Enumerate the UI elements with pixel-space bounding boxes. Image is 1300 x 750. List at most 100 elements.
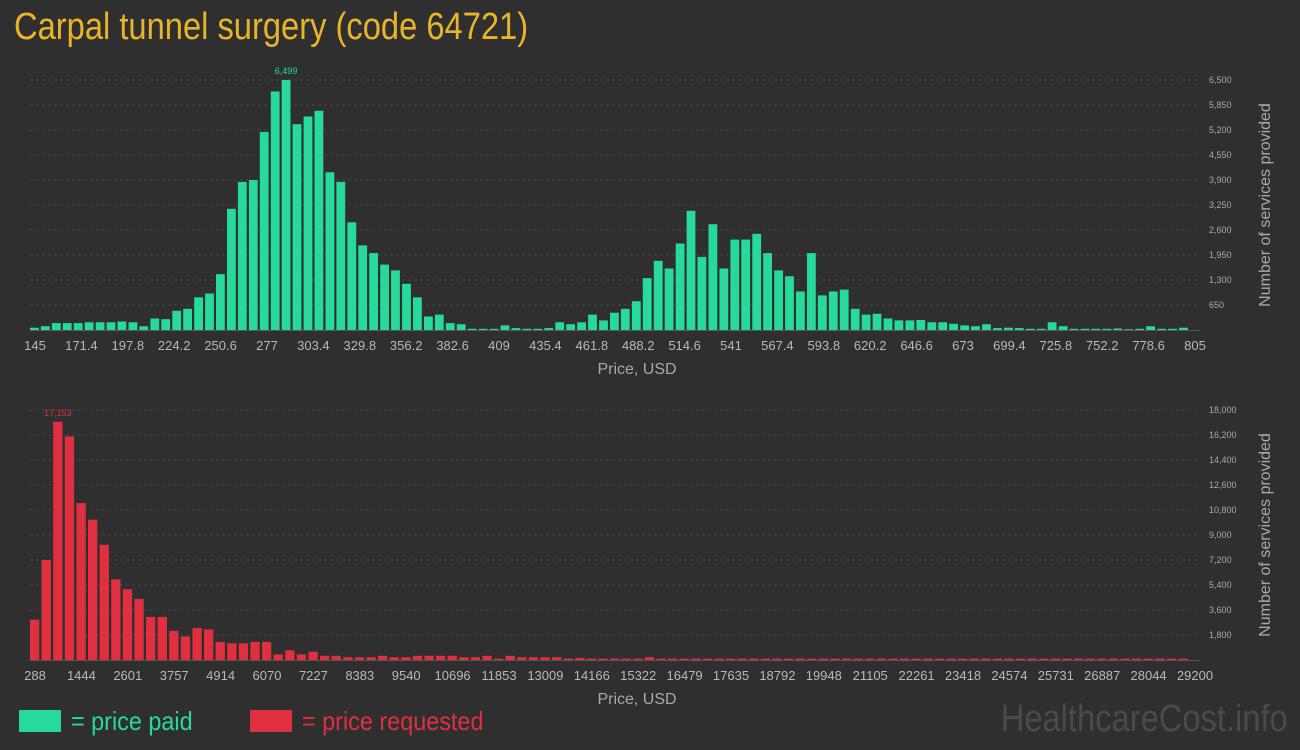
chart-bar (1135, 328, 1145, 330)
chart-bar (436, 655, 446, 660)
chart-bar (500, 325, 510, 330)
x-tick-label: 21105 (853, 668, 888, 683)
chart-bar (796, 291, 805, 330)
y-axis-title: Number of services provided (1257, 103, 1274, 307)
chart-bar (1036, 328, 1046, 330)
chart-bar (358, 245, 368, 330)
chart-bar (719, 268, 729, 330)
x-tick-label: 3757 (160, 668, 189, 683)
x-tick-label: 6070 (253, 668, 282, 683)
x-tick-label: 409 (488, 338, 510, 353)
chart-bar (969, 658, 979, 660)
chart-bar (911, 658, 921, 660)
chart-bar (577, 322, 586, 330)
chart-bar (737, 658, 747, 660)
chart-bar (482, 655, 492, 660)
chart-bar (1146, 326, 1155, 330)
chart-bar (62, 323, 72, 330)
chart-bar (424, 316, 433, 330)
chart-bar (227, 643, 237, 660)
chart-bar (1132, 658, 1142, 660)
chart-bar (620, 308, 630, 330)
x-tick-label: 19948 (806, 668, 842, 683)
chart-bar (905, 320, 915, 330)
chart-bar (459, 657, 469, 660)
chart-bar (320, 655, 330, 660)
chart-bar (714, 658, 724, 660)
x-tick-label: 24574 (991, 668, 1027, 683)
chart-bar (259, 131, 269, 330)
chart-bar (204, 629, 214, 660)
chart-bar (456, 324, 466, 330)
chart-bar (380, 264, 389, 330)
chart-bar (1016, 658, 1026, 660)
y-tick-label: 5,850 (1209, 100, 1232, 110)
x-tick-label: 23418 (945, 668, 981, 683)
chart-bar (749, 658, 759, 660)
chart-bar (610, 658, 620, 660)
chart-bar (664, 268, 674, 330)
x-tick-label: 725.8 (1040, 338, 1073, 353)
chart-bar (1166, 658, 1177, 660)
chart-bar (134, 598, 144, 660)
chart-bar (172, 310, 182, 330)
chart-bar (853, 658, 863, 660)
chart-bar (795, 658, 805, 660)
x-tick-label: 171.4 (65, 338, 98, 353)
chart-bar (343, 657, 353, 660)
page-title: Carpal tunnel surgery (code 64721) (14, 6, 529, 48)
chart-bar (150, 318, 160, 330)
chart-bar (544, 328, 554, 330)
chart-bar (631, 301, 641, 330)
y-axis-title: Number of services provided (1257, 433, 1274, 637)
chart-bar (146, 616, 156, 660)
chart-bar (511, 328, 521, 330)
y-tick-label: 650 (1209, 300, 1224, 310)
peak-value-label: 6,499 (275, 66, 298, 76)
chart-bar (30, 619, 40, 660)
y-tick-label: 6,500 (1209, 75, 1232, 85)
chart-bar (470, 657, 481, 660)
chart-bar (872, 313, 882, 330)
y-tick-label: 18,000 (1209, 405, 1237, 415)
y-tick-label: 5,200 (1209, 125, 1232, 135)
chart-bar (575, 657, 585, 660)
chart-bar (938, 322, 948, 330)
y-tick-label: 9,000 (1209, 530, 1232, 540)
chart-bar (599, 320, 608, 330)
x-tick-label: 488.2 (622, 338, 655, 353)
chart-bar (644, 657, 655, 660)
x-tick-label: 356.2 (390, 338, 423, 353)
chart-bar (250, 641, 260, 660)
chart-bar (691, 658, 701, 660)
chart-bar (40, 326, 50, 330)
chart-bar (64, 436, 75, 660)
chart-bar (697, 256, 707, 330)
x-tick-label: 13009 (527, 668, 563, 683)
x-tick-label: 29200 (1177, 668, 1213, 683)
x-tick-label: 461.8 (576, 338, 609, 353)
x-tick-label: 25731 (1038, 668, 1074, 683)
chart-bar (1039, 658, 1049, 660)
chart-bar (192, 628, 202, 660)
x-tick-label: 18792 (759, 668, 795, 683)
chart-bar (772, 658, 782, 660)
chart-bar (238, 643, 249, 660)
chart-bar (1108, 658, 1119, 660)
chart-bar (888, 658, 898, 660)
chart-bar (41, 560, 51, 660)
chart-bar (726, 658, 736, 660)
chart-bar (445, 323, 455, 330)
peak-value-label: 17,153 (44, 408, 72, 418)
x-tick-label: 22261 (899, 668, 935, 683)
chart-bar (861, 314, 871, 330)
x-tick-label: 778.6 (1132, 338, 1165, 353)
chart-bar (679, 658, 689, 660)
chart-bar (369, 253, 378, 330)
x-tick-label: 8383 (345, 668, 374, 683)
chart-bar (818, 658, 829, 660)
chart-bar (273, 654, 283, 660)
chart-bar (389, 657, 399, 660)
y-tick-label: 3,250 (1209, 200, 1232, 210)
x-tick-label: 699.4 (993, 338, 1026, 353)
